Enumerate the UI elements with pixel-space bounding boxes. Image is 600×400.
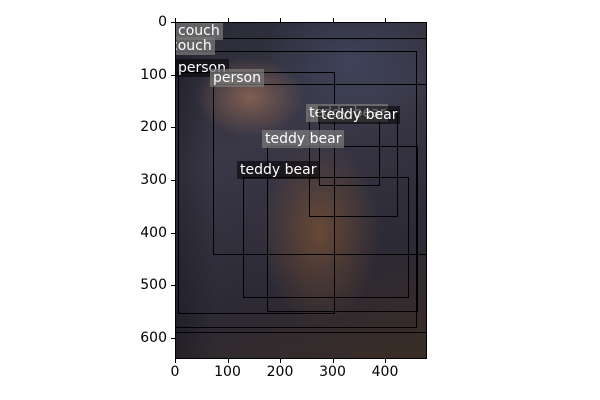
detection-label-teddy-bear-6: teddy bear <box>262 130 345 148</box>
x-tick-label: 200 <box>266 364 294 380</box>
x-tick-mark <box>280 359 281 363</box>
y-tick-mark <box>171 337 175 339</box>
y-tick-mark <box>171 127 175 129</box>
axes-frame <box>175 22 427 359</box>
y-tick-label: 200 <box>140 119 167 136</box>
detection-box-teddy-bear-6 <box>243 177 409 299</box>
y-tick-mark <box>171 22 175 23</box>
photo-shading <box>175 22 215 359</box>
y-tick-label: 600 <box>140 329 167 346</box>
y-tick-label: 100 <box>140 66 167 83</box>
detection-label-person-3: person <box>210 69 264 87</box>
x-tick-mark-top <box>280 18 281 22</box>
x-tick-label: 400 <box>371 364 399 380</box>
x-tick-mark-top <box>385 18 386 22</box>
x-tick-mark <box>332 359 334 363</box>
y-tick-label: 300 <box>140 171 167 188</box>
y-tick-mark <box>171 179 175 181</box>
x-tick-mark-top <box>332 18 334 22</box>
y-tick-mark <box>171 285 175 287</box>
y-tick-label: 0 <box>158 14 167 30</box>
y-tick-mark <box>171 74 175 76</box>
x-tick-mark <box>175 359 176 363</box>
x-tick-mark-top <box>175 18 176 22</box>
detection-label-teddy-bear-5: teddy bear <box>318 106 401 124</box>
y-tick-label: 400 <box>140 224 167 241</box>
x-tick-label: 0 <box>170 364 180 380</box>
x-tick-label: 100 <box>214 364 241 380</box>
y-tick-mark <box>171 232 175 234</box>
detection-label-couch-1: couch <box>175 37 215 55</box>
x-tick-mark <box>385 359 386 363</box>
x-tick-mark-top <box>227 18 229 22</box>
x-tick-mark <box>227 359 229 363</box>
x-tick-label: 300 <box>319 364 346 380</box>
y-tick-label: 500 <box>140 277 167 294</box>
detection-label-couch-0: couch <box>175 22 223 40</box>
detection-label-teddy-bear-7: teddy bear <box>237 161 320 179</box>
